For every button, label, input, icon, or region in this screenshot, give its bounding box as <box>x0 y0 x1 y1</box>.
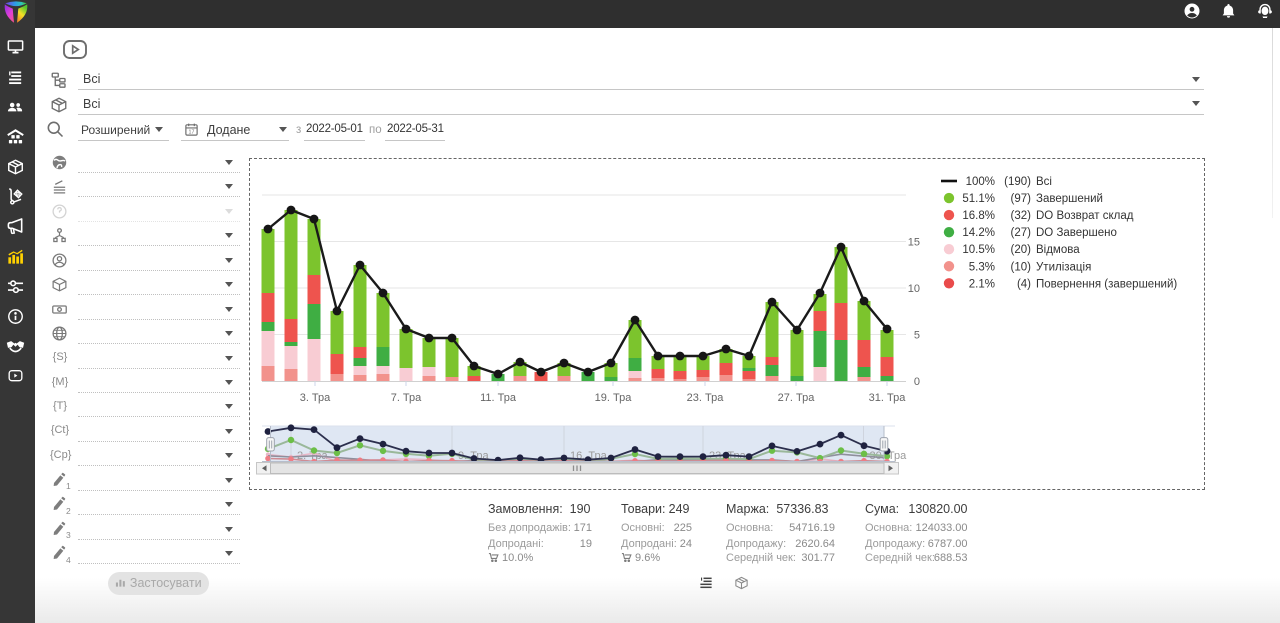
svg-text:19. Тра: 19. Тра <box>595 392 633 404</box>
svg-text:Завершений: Завершений <box>1036 193 1103 205</box>
svg-text:31. Тра: 31. Тра <box>869 392 907 404</box>
svg-text:Повернення (завершений): Повернення (завершений) <box>1036 278 1177 290</box>
svg-text:(20): (20) <box>1011 244 1032 256</box>
svg-text:Всі: Всі <box>1036 176 1052 188</box>
svg-text:5.3%: 5.3% <box>969 261 995 273</box>
svg-text:0: 0 <box>914 376 920 388</box>
svg-text:15: 15 <box>908 237 920 249</box>
svg-text:16.8%: 16.8% <box>962 210 995 222</box>
svg-text:10: 10 <box>908 283 920 295</box>
svg-text:DO Возврат склад: DO Возврат склад <box>1036 210 1134 222</box>
svg-text:51.1%: 51.1% <box>962 193 995 205</box>
svg-text:27. Тра: 27. Тра <box>778 392 816 404</box>
svg-text:(97): (97) <box>1011 193 1032 205</box>
svg-text:3. Тра: 3. Тра <box>300 392 331 404</box>
svg-text:17: 17 <box>189 130 195 136</box>
svg-text:(27): (27) <box>1011 227 1032 239</box>
svg-text:10.5%: 10.5% <box>962 244 995 256</box>
svg-text:(10): (10) <box>1011 261 1032 273</box>
svg-text:Відмова: Відмова <box>1036 244 1080 256</box>
svg-text:(190): (190) <box>1004 176 1031 188</box>
svg-text:7. Тра: 7. Тра <box>391 392 422 404</box>
svg-text:DO Завершено: DO Завершено <box>1036 227 1117 239</box>
svg-text:(4): (4) <box>1017 278 1031 290</box>
svg-text:100%: 100% <box>966 176 995 188</box>
svg-text:Утилізація: Утилізація <box>1036 261 1091 273</box>
svg-text:(32): (32) <box>1011 210 1032 222</box>
svg-text:11. Тра: 11. Тра <box>480 392 517 404</box>
svg-text:5: 5 <box>914 330 920 342</box>
svg-text:2.1%: 2.1% <box>969 278 995 290</box>
svg-text:23. Тра: 23. Тра <box>687 392 725 404</box>
svg-text:14.2%: 14.2% <box>962 227 995 239</box>
